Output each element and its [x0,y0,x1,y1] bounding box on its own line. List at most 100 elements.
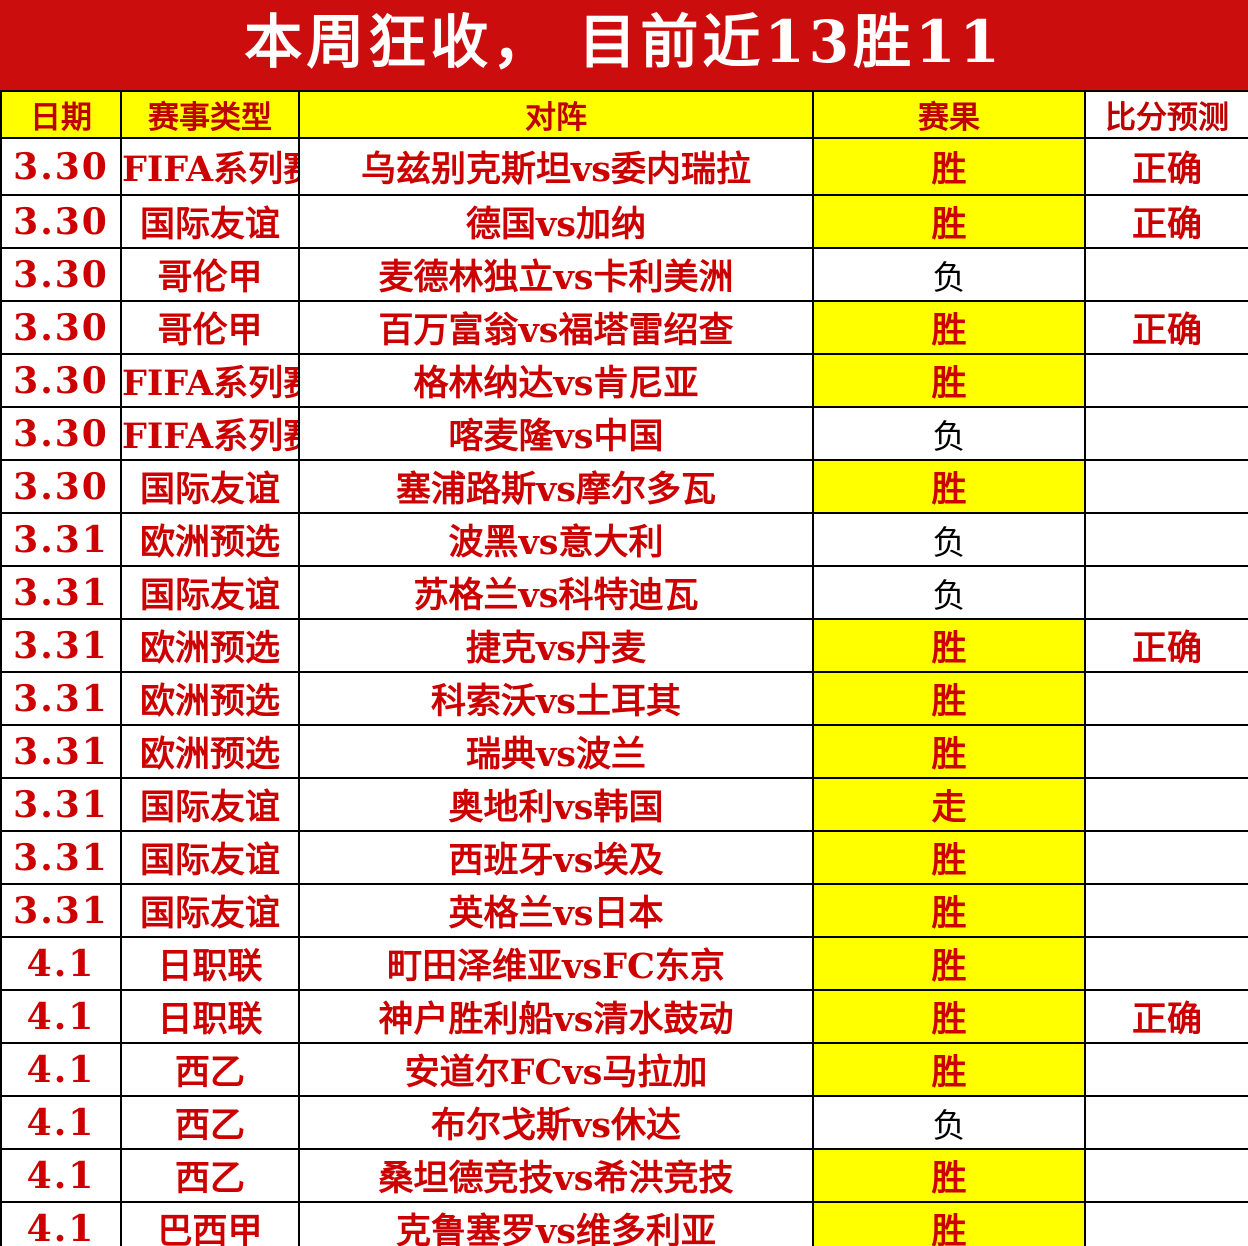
prediction-cell [1084,724,1248,779]
match-cell: 町田泽维亚vsFC东京 [298,936,814,991]
result-cell: 胜 [812,883,1086,938]
result-cell: 负 [812,565,1086,620]
match-cell: 克鲁塞罗vs维多利亚 [298,1201,814,1246]
league-cell: 国际友谊 [120,883,300,938]
result-cell: 胜 [812,459,1086,514]
table-row: 4.1 日职联 神户胜利船vs清水鼓动胜正确 [0,989,1248,1044]
prediction-cell [1084,777,1248,832]
league-cell: FIFA系列赛 [120,353,300,408]
date-cell: 3.31 [0,512,122,567]
result-cell: 胜 [812,1148,1086,1203]
match-cell: 百万富翁vs福塔雷绍查 [298,300,814,355]
match-cell: 布尔戈斯vs休达 [298,1095,814,1150]
league-cell: 国际友谊 [120,777,300,832]
match-cell: 神户胜利船vs清水鼓动 [298,989,814,1044]
date-cell: 3.30 [0,194,122,249]
prediction-cell [1084,1201,1248,1246]
table-row: 3.30 哥伦甲 麦德林独立vs卡利美洲负 [0,247,1248,302]
date-cell: 4.1 [0,1042,122,1097]
league-cell: 西乙 [120,1148,300,1203]
match-cell: 安道尔FCvs马拉加 [298,1042,814,1097]
date-cell: 3.30 [0,459,122,514]
table-row: 3.30 哥伦甲 百万富翁vs福塔雷绍查胜正确 [0,300,1248,355]
date-cell: 3.31 [0,883,122,938]
table-row: 3.30 FIFA系列赛 喀麦隆vs中国负 [0,406,1248,461]
column-header-match: 对阵 [298,90,814,139]
prediction-cell [1084,883,1248,938]
league-cell: 国际友谊 [120,830,300,885]
table-row: 3.31 国际友谊 奥地利vs韩国走 [0,777,1248,832]
result-cell: 胜 [812,830,1086,885]
table-body: 3.30 FIFA系列赛 乌兹别克斯坦vs委内瑞拉胜正确 3.30 国际友谊 德国vs加纳… [0,137,1248,1246]
prediction-cell [1084,512,1248,567]
league-cell: 哥伦甲 [120,300,300,355]
table-row: 3.31 国际友谊 苏格兰vs科特迪瓦负 [0,565,1248,620]
table-row: 4.1 日职联 町田泽维亚vsFC东京胜 [0,936,1248,991]
result-cell: 负 [812,247,1086,302]
prediction-cell [1084,830,1248,885]
league-cell: 欧洲预选 [120,618,300,673]
match-cell: 西班牙vs埃及 [298,830,814,885]
league-cell: 国际友谊 [120,565,300,620]
league-cell: 日职联 [120,989,300,1044]
date-cell: 3.31 [0,618,122,673]
result-cell: 胜 [812,194,1086,249]
league-cell: 欧洲预选 [120,671,300,726]
table-row: 3.31 欧洲预选 捷克vs丹麦胜正确 [0,618,1248,673]
prediction-cell: 正确 [1084,194,1248,249]
result-cell: 胜 [812,1201,1086,1246]
league-cell: 欧洲预选 [120,724,300,779]
prediction-cell [1084,671,1248,726]
page-title: 本周狂收， 目前近13胜11 [244,8,1004,76]
table-row: 3.31 国际友谊 英格兰vs日本胜 [0,883,1248,938]
match-cell: 波黑vs意大利 [298,512,814,567]
table-row: 3.30 FIFA系列赛 乌兹别克斯坦vs委内瑞拉胜正确 [0,137,1248,196]
result-cell: 负 [812,512,1086,567]
result-cell: 胜 [812,353,1086,408]
table-row: 3.31 欧洲预选 瑞典vs波兰胜 [0,724,1248,779]
league-cell: 哥伦甲 [120,247,300,302]
prediction-cell [1084,1095,1248,1150]
column-header-date: 日期 [0,90,122,139]
league-cell: 巴西甲 [120,1201,300,1246]
date-cell: 3.30 [0,247,122,302]
result-cell: 胜 [812,300,1086,355]
date-cell: 3.30 [0,406,122,461]
league-cell: 国际友谊 [120,194,300,249]
table-row: 3.31 欧洲预选 波黑vs意大利负 [0,512,1248,567]
table-row: 3.30 FIFA系列赛 格林纳达vs肯尼亚胜 [0,353,1248,408]
match-cell: 英格兰vs日本 [298,883,814,938]
result-cell: 胜 [812,618,1086,673]
column-header-league: 赛事类型 [120,90,300,139]
prediction-cell [1084,459,1248,514]
table-row: 4.1 西乙 桑坦德竞技vs希洪竞技胜 [0,1148,1248,1203]
date-cell: 3.30 [0,137,122,196]
date-cell: 3.31 [0,565,122,620]
table-row: 3.31 国际友谊 西班牙vs埃及胜 [0,830,1248,885]
match-cell: 瑞典vs波兰 [298,724,814,779]
header-banner: 本周狂收， 目前近13胜11 [0,0,1248,90]
result-cell: 胜 [812,671,1086,726]
result-cell: 胜 [812,989,1086,1044]
prediction-cell: 正确 [1084,300,1248,355]
table-row: 4.1 西乙 布尔戈斯vs休达负 [0,1095,1248,1150]
match-cell: 喀麦隆vs中国 [298,406,814,461]
match-cell: 麦德林独立vs卡利美洲 [298,247,814,302]
match-cell: 苏格兰vs科特迪瓦 [298,565,814,620]
table-row: 3.30 国际友谊 塞浦路斯vs摩尔多瓦胜 [0,459,1248,514]
prediction-cell: 正确 [1084,137,1248,196]
result-cell: 胜 [812,1042,1086,1097]
table-header-row: 日期 赛事类型 对阵 赛果 比分预测 [0,90,1248,139]
match-cell: 奥地利vs韩国 [298,777,814,832]
date-cell: 3.31 [0,777,122,832]
date-cell: 3.31 [0,724,122,779]
date-cell: 3.31 [0,830,122,885]
result-cell: 胜 [812,936,1086,991]
date-cell: 4.1 [0,989,122,1044]
league-cell: 日职联 [120,936,300,991]
result-cell: 胜 [812,724,1086,779]
date-cell: 4.1 [0,936,122,991]
prediction-cell [1084,1148,1248,1203]
match-cell: 乌兹别克斯坦vs委内瑞拉 [298,137,814,196]
